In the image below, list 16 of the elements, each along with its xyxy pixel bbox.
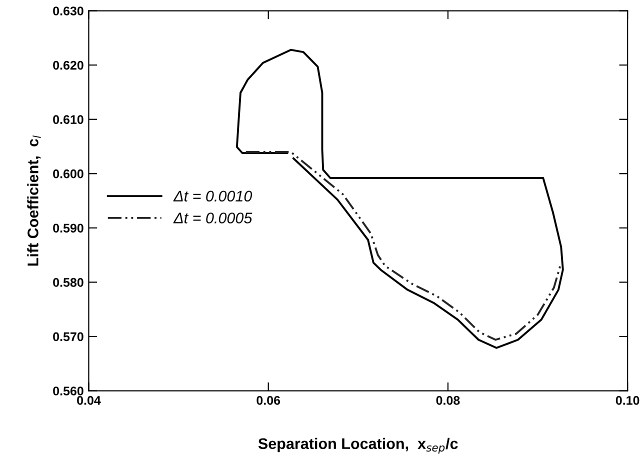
- x-tick-label: 0.06: [256, 396, 280, 405]
- y-tick-label: 0.600: [53, 169, 84, 178]
- x-tick-label: 0.04: [77, 396, 101, 405]
- y-axis-title: Lift Coefficient, c$_{l}$: [27, 135, 41, 266]
- y-tick-label: 0.560: [53, 386, 84, 396]
- legend-label: Δt = 0.0010: [173, 190, 252, 202]
- legend-label: Δt = 0.0005: [173, 212, 252, 224]
- y-tick-label: 0.580: [53, 278, 84, 287]
- x-tick-label: 0.10: [616, 396, 640, 405]
- x-axis-title: Separation Location, x$_{sep}$/c: [258, 438, 458, 454]
- x-tick-label: 0.08: [436, 396, 460, 405]
- y-tick-label: 0.590: [53, 224, 84, 233]
- y-tick-label: 0.620: [53, 60, 84, 70]
- y-tick-label: 0.610: [53, 115, 84, 124]
- y-tick-label: 0.570: [53, 332, 84, 342]
- y-tick-label: 0.630: [53, 6, 84, 16]
